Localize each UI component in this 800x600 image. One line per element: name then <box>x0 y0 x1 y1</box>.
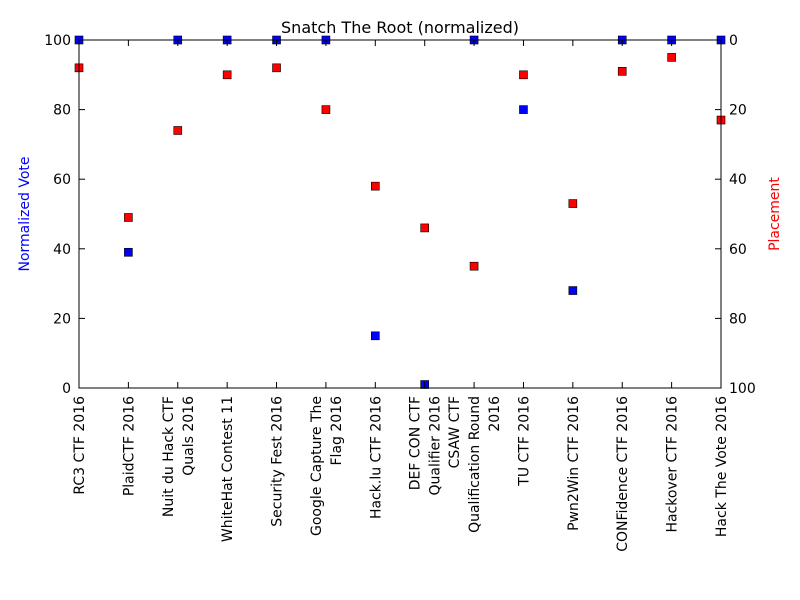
placement-point <box>469 261 479 271</box>
y2-tick-label: 60 <box>729 242 747 258</box>
placement-point <box>173 126 183 135</box>
y-tick-label: 100 <box>44 33 71 49</box>
x-tick-label: TU CTF 2016 <box>516 396 532 487</box>
placement-point <box>667 53 676 62</box>
x-tick-label: WhiteHat Contest 11 <box>220 396 236 542</box>
vote-point <box>371 331 380 341</box>
x-tick-label: CSAW CTF Qualification Round 2016 <box>447 396 503 533</box>
x-tick-label: PlaidCTF 2016 <box>121 396 137 496</box>
x-tick-label: Nuit du Hack CTF Quals 2016 <box>161 396 197 517</box>
x-tick-label: CONFidence CTF 2016 <box>615 396 631 552</box>
y-axis-label: Normalized Vote <box>17 156 33 271</box>
x-tick-label: RC3 CTF 2016 <box>72 396 88 495</box>
chart-ticks: 0 20 40 60 80 100 0 20 40 60 80 100 RC3 CTF 2016 Plai… <box>44 33 755 552</box>
y2-tick-label: 100 <box>729 381 756 397</box>
x-tick-label: Google Capture The Flag 2016 <box>309 396 345 536</box>
y-tick-label: 0 <box>62 381 71 397</box>
placement-point <box>272 63 281 73</box>
y2-tick-label: 20 <box>729 103 747 119</box>
placement-point <box>124 213 133 222</box>
plot-area <box>79 40 721 388</box>
vote-point <box>568 286 578 295</box>
y-tick-label: 80 <box>53 103 71 119</box>
y2-tick-label: 40 <box>729 172 747 188</box>
chart-title: Snatch The Root (normalized) <box>281 18 519 37</box>
x-tick-label: Hack.lu CTF 2016 <box>368 396 384 519</box>
x-tick-label: Security Fest 2016 <box>270 396 286 527</box>
placement-point <box>519 70 528 80</box>
y-tick-label: 40 <box>53 242 71 258</box>
x-tick-label: DEF CON CTF Qualifier 2016 <box>408 396 444 496</box>
placement-point <box>568 199 578 208</box>
y2-axis-label: Placement <box>767 177 783 251</box>
x-tick-label: Pwn2Win CTF 2016 <box>566 396 582 531</box>
y-tick-label: 20 <box>53 311 71 327</box>
y2-tick-label: 80 <box>729 311 747 327</box>
vote-point <box>124 247 133 257</box>
placement-point <box>222 70 232 80</box>
placement-point <box>321 105 331 114</box>
placement-point <box>371 181 380 191</box>
placement-point <box>617 67 627 76</box>
vote-point <box>519 105 528 114</box>
y-tick-label: 60 <box>53 172 71 188</box>
placement-point <box>420 223 429 233</box>
x-tick-label: Hackover CTF 2016 <box>665 396 681 533</box>
x-tick-label: Hack The Vote 2016 <box>714 396 730 537</box>
plot-frame <box>78 39 722 389</box>
y2-tick-label: 0 <box>729 33 738 49</box>
